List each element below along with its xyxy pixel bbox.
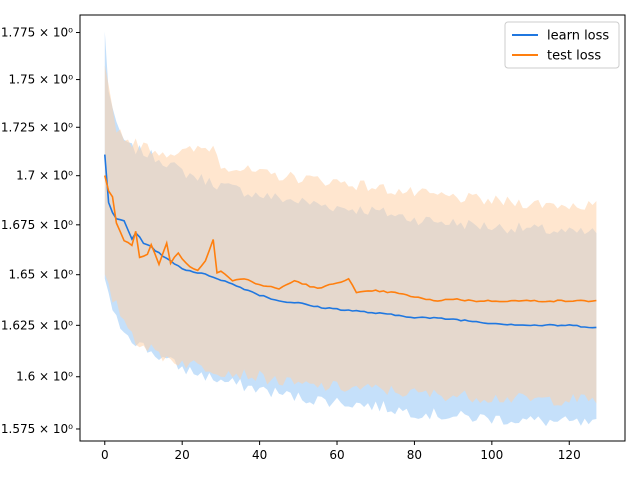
legend: learn loss test loss: [504, 21, 620, 69]
y-tick-label: 1.6 × 10⁰: [16, 370, 73, 384]
band-test-loss: [104, 65, 597, 406]
y-tick-label: 1.625 × 10⁰: [1, 318, 73, 332]
series-lines: [104, 154, 597, 329]
x-axis: 0 20 40 60 80 100 120: [101, 441, 581, 462]
legend-box: [504, 21, 620, 69]
x-tick-label: 0: [101, 448, 109, 462]
x-tick-label: 80: [407, 448, 422, 462]
x-tick-label: 60: [329, 448, 344, 462]
x-tick-label: 20: [175, 448, 190, 462]
plot-area-frame: [79, 14, 626, 442]
y-axis: 1.575 × 10⁰ 1.6 × 10⁰ 1.625 × 10⁰ 1.65 × 10…: [1, 26, 80, 436]
x-tick-label: 100: [480, 448, 503, 462]
y-tick-label: 1.725 × 10⁰: [1, 120, 73, 134]
y-tick-label: 1.75 × 10⁰: [9, 73, 74, 87]
legend-label: learn loss: [547, 29, 609, 44]
x-tick-label: 40: [252, 448, 267, 462]
x-tick-label: 120: [558, 448, 581, 462]
confidence-bands: [104, 31, 597, 427]
line-learn-loss: [104, 154, 597, 329]
y-tick-label: 1.675 × 10⁰: [1, 218, 73, 232]
y-tick-label: 1.775 × 10⁰: [1, 26, 73, 40]
legend-label: test loss: [547, 49, 601, 64]
y-tick-label: 1.7 × 10⁰: [16, 169, 73, 183]
y-tick-label: 1.575 × 10⁰: [1, 422, 73, 436]
y-tick-label: 1.65 × 10⁰: [9, 268, 74, 282]
line-test-loss: [104, 175, 597, 303]
